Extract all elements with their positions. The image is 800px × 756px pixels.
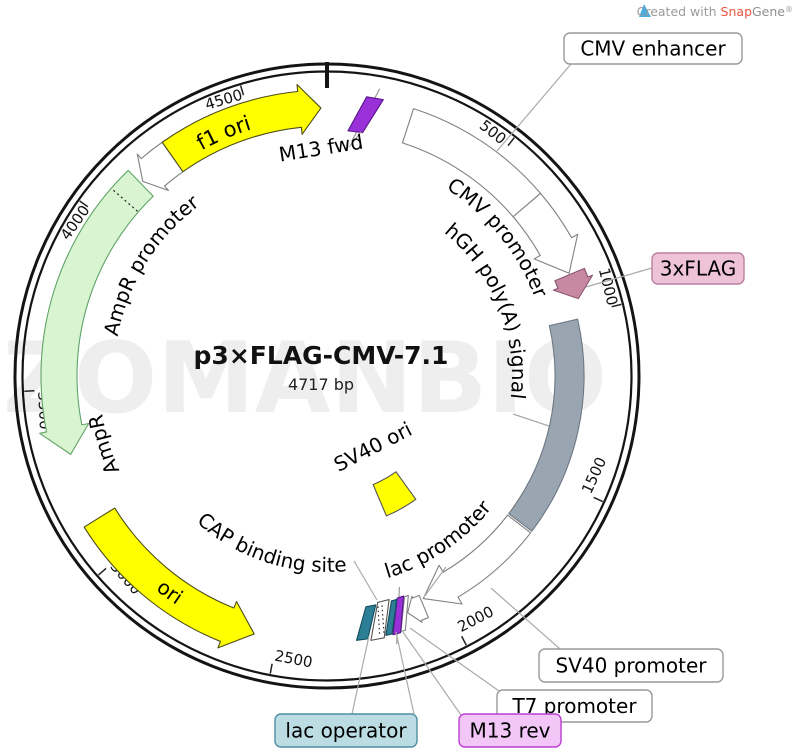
snapgene-logo-icon [639,4,651,17]
snapgene-credit: Created with SnapGene® [637,4,793,19]
tick-label-1000: 1000 [595,266,622,307]
m13-rev-callout-line-0 [402,631,462,716]
cmv-enhancer-callout-box[interactable] [563,32,743,65]
t7-promoter-callout-line-0 [409,627,500,692]
tick-label-2000: 2000 [455,602,497,636]
tick-mark-1500 [593,496,604,503]
m13-rev-callout[interactable]: M13 rev [458,713,562,748]
feature-cap-binding-site-dots-1 [377,606,381,635]
lac-operator-callout-line-0 [351,635,370,715]
tick-mark-3000 [97,567,107,576]
hgh-label-line [512,413,550,427]
cmv-enhancer-callout-text: CMV enhancer [580,37,726,61]
lac-operator-callout[interactable]: lac operator [274,713,418,748]
feature-lac-promoter-arrow[interactable] [422,514,532,605]
cap-label-line [353,560,378,601]
m13-rev-callout-box[interactable] [458,713,562,748]
tick-mark-4000 [79,200,89,208]
sv40-promoter-callout-box[interactable] [538,648,724,683]
feature-3xflag[interactable] [552,267,594,300]
feature-lac-operator-b[interactable] [385,598,398,636]
m13fwd-label-line [348,131,362,148]
label-m13-fwd-label: M13 fwd [277,130,365,167]
3xflag-callout-box[interactable] [651,252,745,285]
ampr-signal-divider [111,188,138,212]
lacprom-label-line [423,566,447,598]
lac-operator-callout-line-1 [395,631,415,715]
feature-f1-ori[interactable] [161,83,322,173]
feature-cmv-promoter[interactable] [512,192,579,274]
label-cap-site-label: CAP binding site [193,507,348,577]
tick-mark-4500 [239,85,245,96]
feature-m13-rev[interactable] [392,595,405,636]
feature-cap-binding-site[interactable] [370,598,390,641]
3xflag-callout[interactable]: 3xFLAG [651,252,745,285]
lac-operator-callout-text: lac operator [285,719,407,743]
3xflag-callout-line-0 [585,267,653,288]
tick-mark-3500 [24,389,35,392]
feature-ampr[interactable] [39,169,154,455]
tick-mark-1000 [611,303,622,308]
tick-mark-2500 [269,663,273,674]
plasmid-size: 4717 bp [288,375,354,394]
plasmid-name: p3×FLAG-CMV-7.1 [194,341,449,370]
feature-m13-fwd[interactable] [347,96,384,134]
cmv-enhancer-callout-line-0 [496,63,572,152]
sv40-promoter-callout-line-0 [490,587,561,650]
cmv-enhancer-callout[interactable]: CMV enhancer [563,32,743,65]
tick-mark-2000 [460,635,467,646]
tick-label-2500: 2500 [273,647,314,672]
tick-mark-500 [507,137,515,147]
feature-small-white-bar[interactable] [400,594,409,633]
feature-cap-binding-site-dots-0 [381,605,385,634]
feature-lac-operator-a[interactable] [355,604,377,641]
lac-operator-callout-box[interactable] [274,713,418,748]
feature-ampr-promoter[interactable] [136,141,184,192]
feature-t7-promoter-mark[interactable] [407,594,429,623]
sv40-promoter-callout-text: SV40 promoter [556,654,708,678]
tick-label-1500: 1500 [578,454,610,496]
sv40-promoter-callout[interactable]: SV40 promoter [538,648,724,683]
feature-hgh-polya-signal[interactable] [508,318,585,532]
feature-ori[interactable] [83,507,255,649]
m13-rev-callout-text: M13 rev [470,719,551,743]
feature-sv40-ori[interactable] [372,471,417,517]
3xflag-callout-text: 3xFLAG [660,257,737,281]
watermark: ZOMANBIO [3,322,607,436]
